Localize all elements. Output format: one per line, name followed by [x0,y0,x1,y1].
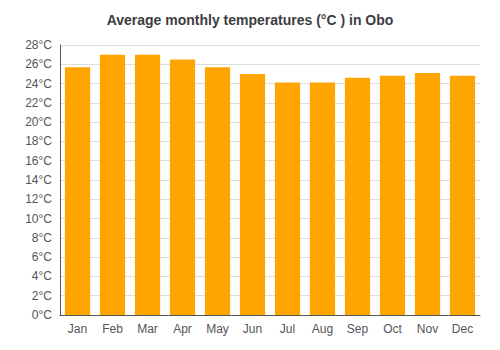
svg-text:Apr: Apr [173,322,192,336]
svg-text:6°C: 6°C [32,250,52,264]
svg-text:18°C: 18°C [25,134,52,148]
svg-text:28°C: 28°C [25,38,52,52]
svg-text:10°C: 10°C [25,212,52,226]
svg-text:Mar: Mar [137,322,158,336]
svg-text:Oct: Oct [383,322,402,336]
svg-text:Jan: Jan [68,322,87,336]
svg-text:0°C: 0°C [32,308,52,322]
svg-text:Jun: Jun [243,322,262,336]
svg-text:22°C: 22°C [25,96,52,110]
svg-text:12°C: 12°C [25,192,52,206]
svg-text:20°C: 20°C [25,115,52,129]
svg-text:4°C: 4°C [32,269,52,283]
svg-text:8°C: 8°C [32,231,52,245]
svg-text:Average monthly temperatures (: Average monthly temperatures (°C ) in Ob… [107,12,394,28]
svg-text:Feb: Feb [102,322,123,336]
svg-text:24°C: 24°C [25,77,52,91]
svg-text:26°C: 26°C [25,57,52,71]
svg-text:May: May [206,322,229,336]
svg-text:Sep: Sep [347,322,369,336]
svg-text:Dec: Dec [452,322,473,336]
svg-text:Aug: Aug [312,322,333,336]
svg-text:2°C: 2°C [32,289,52,303]
svg-text:Jul: Jul [280,322,295,336]
svg-text:Nov: Nov [417,322,438,336]
svg-text:14°C: 14°C [25,173,52,187]
svg-text:16°C: 16°C [25,154,52,168]
